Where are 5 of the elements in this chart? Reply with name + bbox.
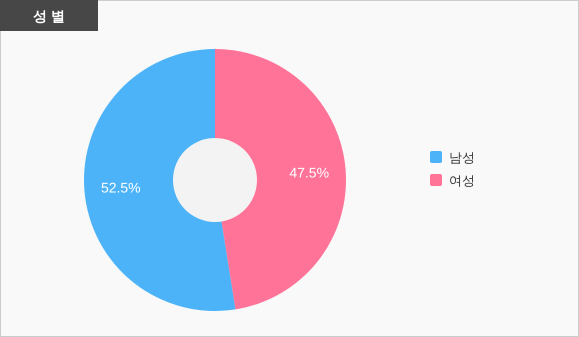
chart-title: 성 별 — [33, 8, 65, 24]
legend-label: 남성 — [449, 150, 475, 165]
data-label: 52.5% — [100, 179, 141, 196]
legend-label: 여성 — [449, 173, 475, 188]
data-label: 47.5% — [289, 164, 330, 181]
